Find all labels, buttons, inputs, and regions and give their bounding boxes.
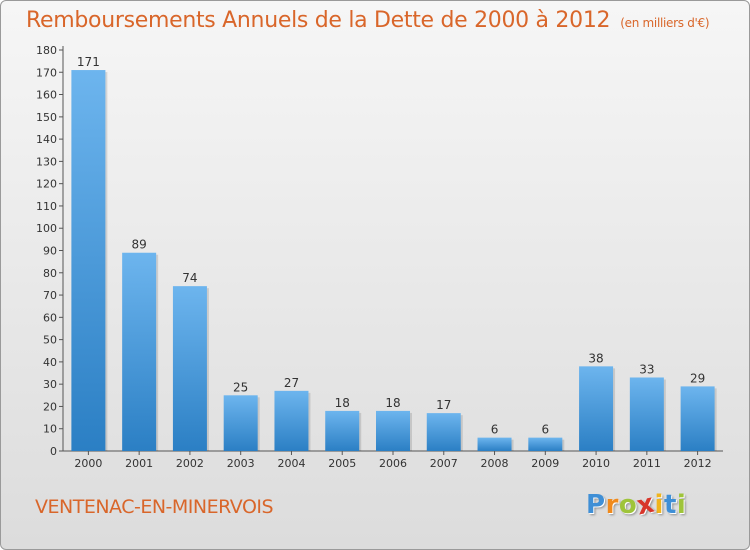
x-tick-label: 2001 bbox=[125, 457, 153, 470]
y-tick-label: 170 bbox=[36, 66, 57, 79]
data-label: 74 bbox=[182, 271, 197, 285]
x-tick-label: 2007 bbox=[430, 457, 458, 470]
commune-name: VENTENAC-EN-MINERVOIS bbox=[35, 496, 274, 518]
y-tick-label: 130 bbox=[36, 155, 57, 168]
x-tick-label: 2009 bbox=[531, 457, 559, 470]
y-tick-label: 50 bbox=[43, 334, 57, 347]
data-label: 18 bbox=[335, 396, 350, 410]
x-tick-label: 2006 bbox=[379, 457, 407, 470]
x-tick-label: 2012 bbox=[684, 457, 712, 470]
data-label: 6 bbox=[491, 423, 499, 437]
bar bbox=[122, 252, 157, 451]
y-tick-label: 30 bbox=[43, 378, 57, 391]
data-label: 89 bbox=[132, 238, 147, 252]
data-label: 27 bbox=[284, 376, 299, 390]
y-tick-label: 120 bbox=[36, 178, 57, 191]
data-label: 33 bbox=[639, 362, 654, 376]
bar bbox=[223, 395, 258, 451]
data-label: 25 bbox=[233, 380, 248, 394]
y-tick-label: 70 bbox=[43, 289, 57, 302]
x-tick-label: 2011 bbox=[633, 457, 661, 470]
logo-letter: i bbox=[654, 490, 664, 520]
y-tick-label: 100 bbox=[36, 222, 57, 235]
bar bbox=[172, 286, 207, 451]
x-tick-label: 2004 bbox=[277, 457, 305, 470]
bar bbox=[426, 413, 461, 451]
data-label: 38 bbox=[588, 351, 603, 365]
x-tick-label: 2003 bbox=[227, 457, 255, 470]
bar bbox=[325, 410, 360, 451]
bar bbox=[71, 70, 106, 452]
y-tick-label: 110 bbox=[36, 200, 57, 213]
y-tick-label: 90 bbox=[43, 245, 57, 258]
x-tick-label: 2002 bbox=[176, 457, 204, 470]
y-tick-label: 180 bbox=[36, 44, 57, 57]
y-tick-label: 140 bbox=[36, 133, 57, 146]
logo-letter: i bbox=[676, 490, 687, 520]
data-label: 171 bbox=[77, 55, 100, 69]
x-tick-label: 2005 bbox=[328, 457, 356, 470]
bar bbox=[680, 386, 715, 451]
chart-title: Remboursements Annuels de la Dette de 20… bbox=[26, 8, 710, 33]
bar bbox=[376, 410, 410, 451]
y-tick-label: 160 bbox=[36, 89, 57, 102]
y-tick-label: 80 bbox=[43, 267, 57, 280]
logo-letter: t bbox=[663, 490, 677, 520]
data-label: 18 bbox=[385, 396, 400, 410]
x-tick-label: 2010 bbox=[582, 457, 610, 470]
chart-title-text: Remboursements Annuels de la Dette de 20… bbox=[26, 8, 611, 33]
y-tick-label: 10 bbox=[43, 423, 57, 436]
y-tick-label: 20 bbox=[43, 400, 57, 413]
data-label: 29 bbox=[690, 371, 705, 385]
bar bbox=[274, 390, 309, 451]
proxiti-logo[interactable]: Proxiti bbox=[586, 489, 687, 522]
data-label: 6 bbox=[541, 423, 549, 437]
y-tick-label: 40 bbox=[43, 356, 57, 369]
logo-letter: P bbox=[586, 490, 606, 520]
bar bbox=[528, 437, 563, 451]
chart-subtitle: (en milliers d'€) bbox=[620, 16, 710, 30]
bar bbox=[579, 366, 614, 451]
y-tick-label: 0 bbox=[50, 445, 57, 458]
x-tick-label: 2000 bbox=[74, 457, 102, 470]
logo-letter: o bbox=[618, 490, 638, 520]
data-label: 17 bbox=[436, 398, 451, 412]
logo-letter: r bbox=[605, 490, 619, 520]
y-tick-label: 60 bbox=[43, 311, 57, 324]
x-tick-label: 2008 bbox=[481, 457, 509, 470]
y-tick-label: 150 bbox=[36, 111, 57, 124]
bar bbox=[477, 437, 512, 451]
bar bbox=[629, 377, 664, 451]
